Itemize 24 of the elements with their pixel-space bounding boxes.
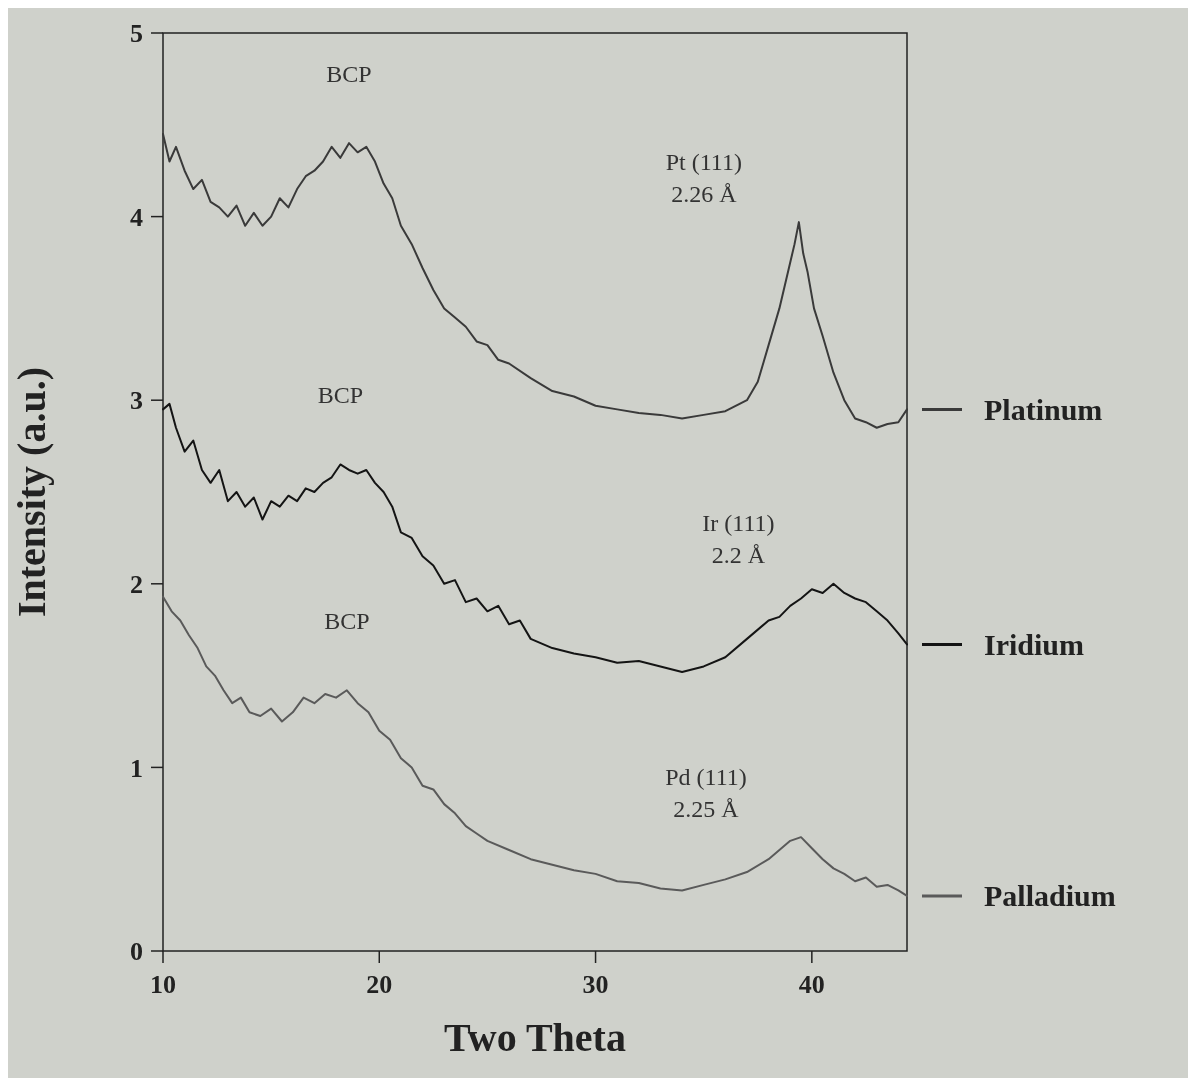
annotation: BCP <box>326 60 372 87</box>
x-tick-label: 30 <box>582 970 609 999</box>
line-series <box>162 132 908 429</box>
y-tick-label: 4 <box>130 202 143 232</box>
x-tick-label: 20 <box>366 970 393 999</box>
legend-label: Platinum <box>984 392 1103 426</box>
y-tick-label: 3 <box>130 386 143 416</box>
line-series <box>162 402 908 673</box>
legend-label: Iridium <box>984 627 1085 661</box>
annotation: BCP <box>317 381 364 408</box>
line-series <box>162 595 908 897</box>
y-tick-label: 2 <box>130 569 143 599</box>
x-tick-label: 40 <box>798 970 825 999</box>
x-axis-title: Two Theta <box>444 1015 626 1060</box>
y-tick-label: 5 <box>130 19 143 49</box>
y-axis-title: Intensity (a.u.) <box>9 366 54 618</box>
annotation: Pd (111) 2.25 Å <box>665 763 747 822</box>
legend-label: Palladium <box>984 879 1116 913</box>
y-tick-label: 1 <box>130 753 143 783</box>
y-tick-label: 0 <box>130 937 143 967</box>
annotation: Pt (111) 2.26 Å <box>665 148 742 207</box>
annotation: BCP <box>324 607 370 634</box>
annotation: Ir (111) 2.2 Å <box>702 510 775 569</box>
x-tick-label: 10 <box>150 970 176 999</box>
